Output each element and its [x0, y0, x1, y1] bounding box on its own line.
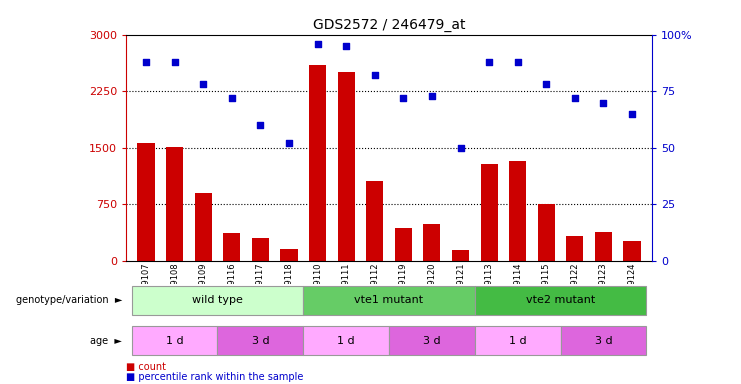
Point: [540, 81, 552, 88]
Bar: [252, 238, 269, 261]
Bar: [309, 65, 326, 261]
Point: [283, 140, 295, 146]
Bar: [561, 326, 646, 356]
Bar: [389, 326, 475, 356]
Text: 1 d: 1 d: [337, 336, 355, 346]
Point: [312, 41, 324, 47]
Title: GDS2572 / 246479_at: GDS2572 / 246479_at: [313, 18, 465, 32]
Bar: [595, 232, 612, 261]
Point: [597, 99, 609, 106]
Bar: [423, 224, 440, 261]
Point: [454, 145, 466, 151]
Bar: [566, 236, 583, 261]
Text: wild type: wild type: [192, 295, 243, 306]
Text: 3 d: 3 d: [423, 336, 441, 346]
Point: [569, 95, 581, 101]
Point: [254, 122, 266, 128]
Bar: [303, 326, 389, 356]
Point: [512, 59, 524, 65]
Bar: [480, 164, 498, 261]
Text: 1 d: 1 d: [509, 336, 527, 346]
Text: 3 d: 3 d: [251, 336, 269, 346]
Text: ■ count: ■ count: [126, 362, 166, 372]
Bar: [623, 241, 641, 261]
Point: [426, 93, 438, 99]
Bar: [280, 250, 298, 261]
Bar: [303, 286, 475, 315]
Point: [626, 111, 638, 117]
Point: [369, 72, 381, 78]
Bar: [132, 326, 217, 356]
Point: [340, 43, 352, 49]
Bar: [223, 233, 240, 261]
Bar: [452, 250, 469, 261]
Bar: [338, 72, 355, 261]
Point: [483, 59, 495, 65]
Text: 3 d: 3 d: [595, 336, 612, 346]
Point: [397, 95, 409, 101]
Text: age  ►: age ►: [90, 336, 122, 346]
Point: [197, 81, 209, 88]
Text: vte2 mutant: vte2 mutant: [526, 295, 595, 306]
Bar: [137, 143, 155, 261]
Point: [140, 59, 152, 65]
Bar: [195, 193, 212, 261]
Bar: [166, 147, 183, 261]
Bar: [538, 204, 555, 261]
Bar: [132, 286, 303, 315]
Point: [169, 59, 181, 65]
Bar: [366, 181, 383, 261]
Bar: [217, 326, 303, 356]
Bar: [509, 161, 526, 261]
Text: ■ percentile rank within the sample: ■ percentile rank within the sample: [126, 372, 303, 382]
Text: genotype/variation  ►: genotype/variation ►: [16, 295, 122, 306]
Bar: [475, 286, 646, 315]
Text: 1 d: 1 d: [166, 336, 183, 346]
Bar: [475, 326, 561, 356]
Point: [226, 95, 238, 101]
Text: vte1 mutant: vte1 mutant: [354, 295, 424, 306]
Bar: [395, 228, 412, 261]
